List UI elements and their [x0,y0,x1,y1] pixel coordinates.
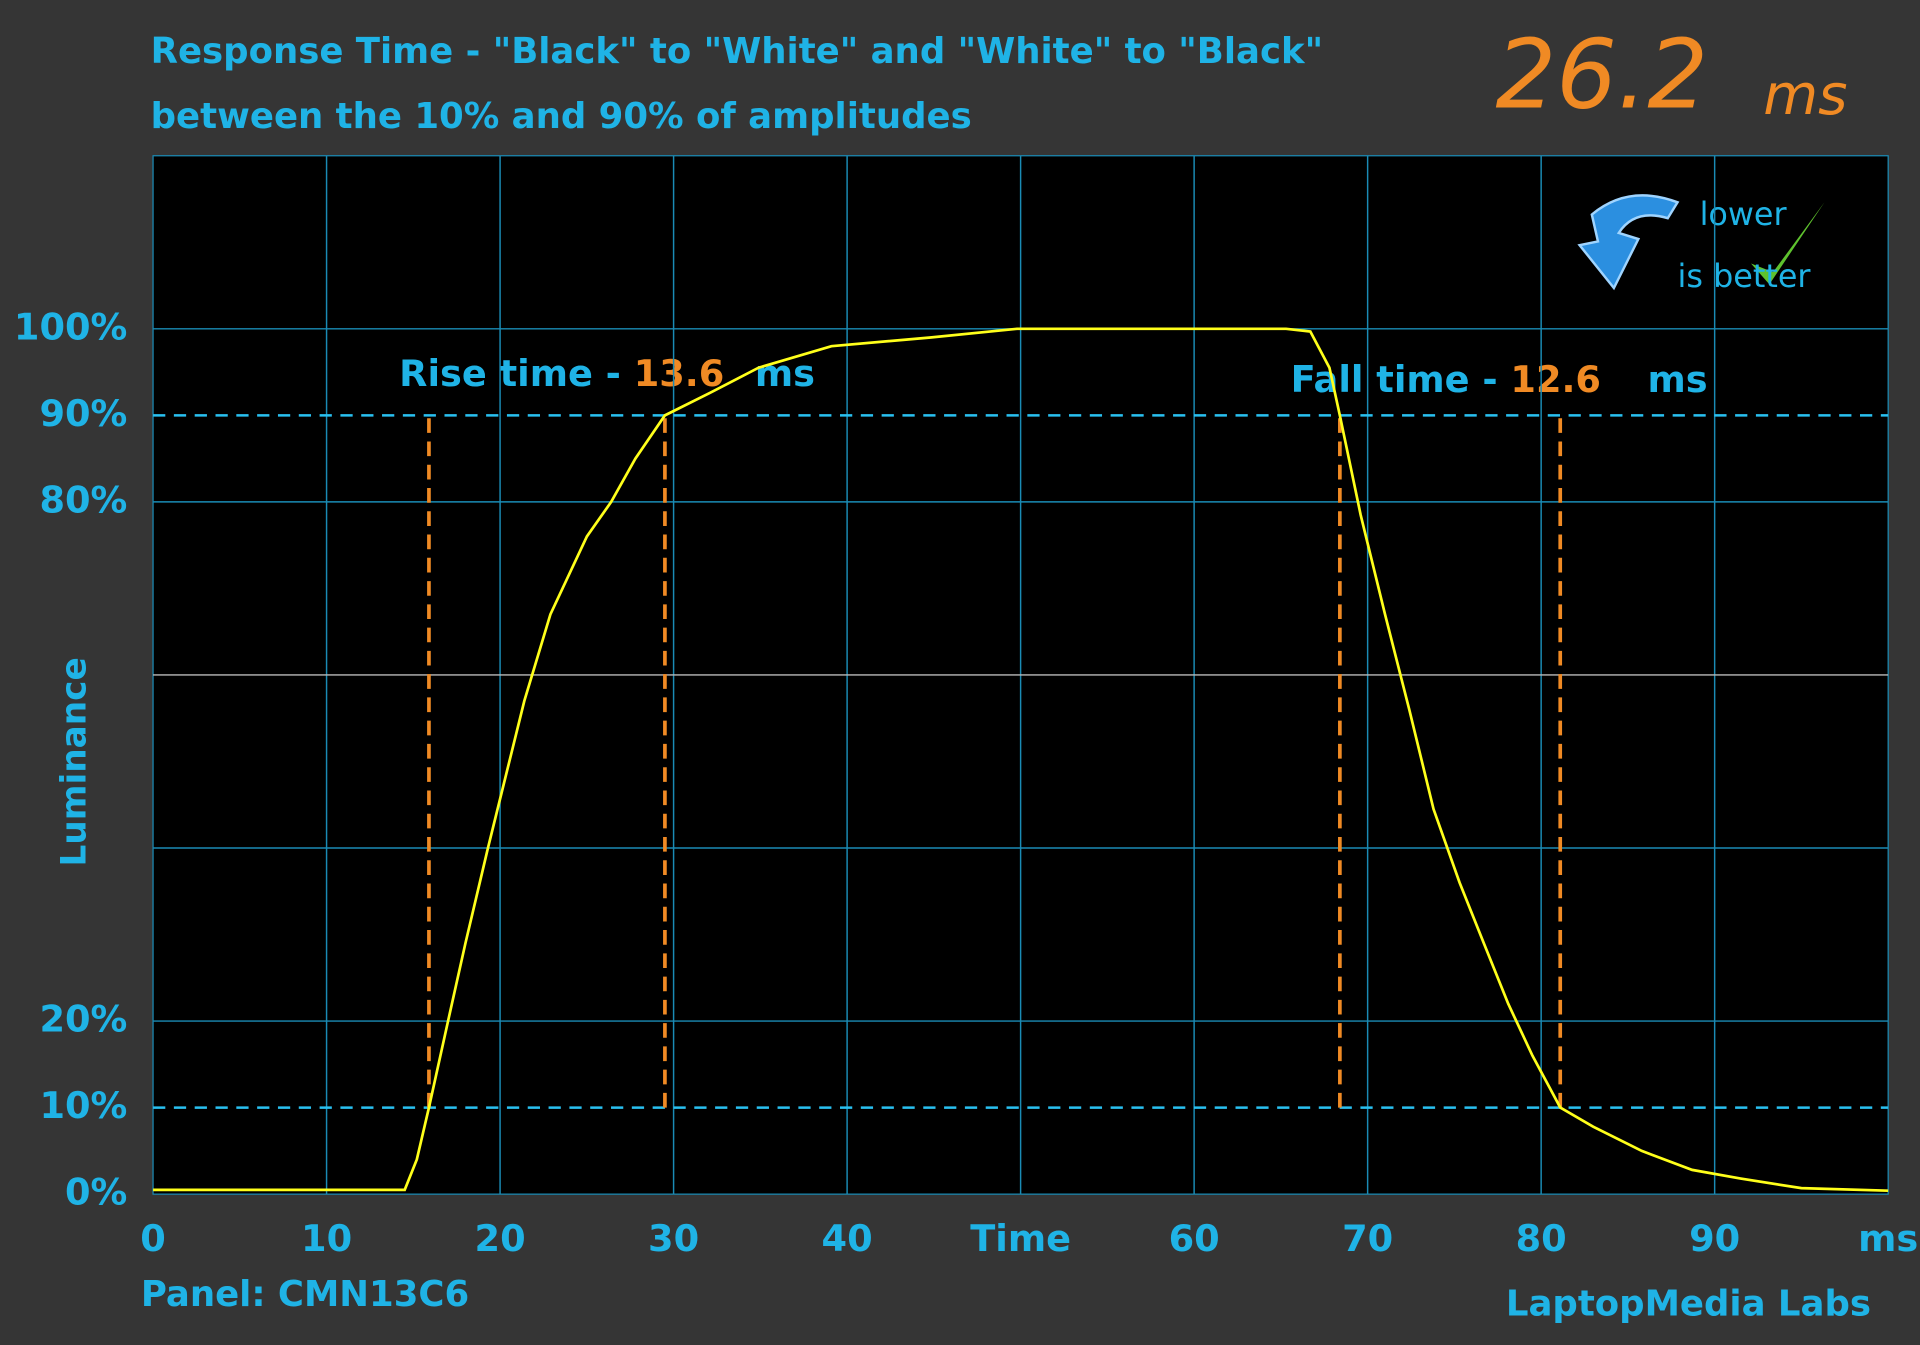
credit: LaptopMedia Labs [1506,1284,1871,1325]
x-tick-label: 40 [822,1217,873,1260]
x-tick-label: Time [970,1217,1071,1260]
readout-value: 26.2 [1496,18,1709,130]
y-tick-label: 20% [39,998,127,1041]
x-tick-label: 80 [1516,1217,1567,1260]
y-tick-label: 10% [39,1084,127,1127]
x-tick-label: 90 [1689,1217,1740,1260]
y-tick-label: 0% [65,1171,127,1214]
x-tick-label: 70 [1342,1217,1393,1260]
panel-label: Panel: CMN13C6 [141,1274,469,1315]
fall-unit: ms [1648,358,1708,401]
rise-unit: ms [755,351,815,394]
x-tick-label: ms [1858,1217,1918,1260]
chart-title: Response Time - "Black" to "White" and "… [151,31,1324,72]
fall-label: Fall time - [1291,358,1511,401]
x-tick-label: 60 [1169,1217,1220,1260]
hint-better: is better [1678,257,1812,295]
y-tick-label: 100% [14,305,127,348]
rise-label: Rise time - [399,351,634,394]
hint-lower: lower [1700,195,1788,233]
y-axis-label: Luminance [54,657,94,866]
readout-unit: ms [1763,63,1847,128]
chart-subtitle: between the 10% and 90% of amplitudes [151,96,972,137]
rise-annotation: Rise time - 13.6 ms [399,351,815,394]
luminance-line [153,327,1889,1193]
fall-value: 12.6 [1510,358,1601,401]
x-tick-label: 10 [301,1217,352,1260]
marks [153,327,1889,1193]
better-icon: lower is better [1577,194,1825,295]
x-tick-label: 30 [648,1217,699,1260]
rise-value: 13.6 [634,351,725,394]
y-tick-label: 80% [39,478,127,521]
y-tick-label: 90% [39,392,127,435]
x-tick-label: 0 [140,1217,166,1260]
x-tick-label: 20 [475,1217,526,1260]
